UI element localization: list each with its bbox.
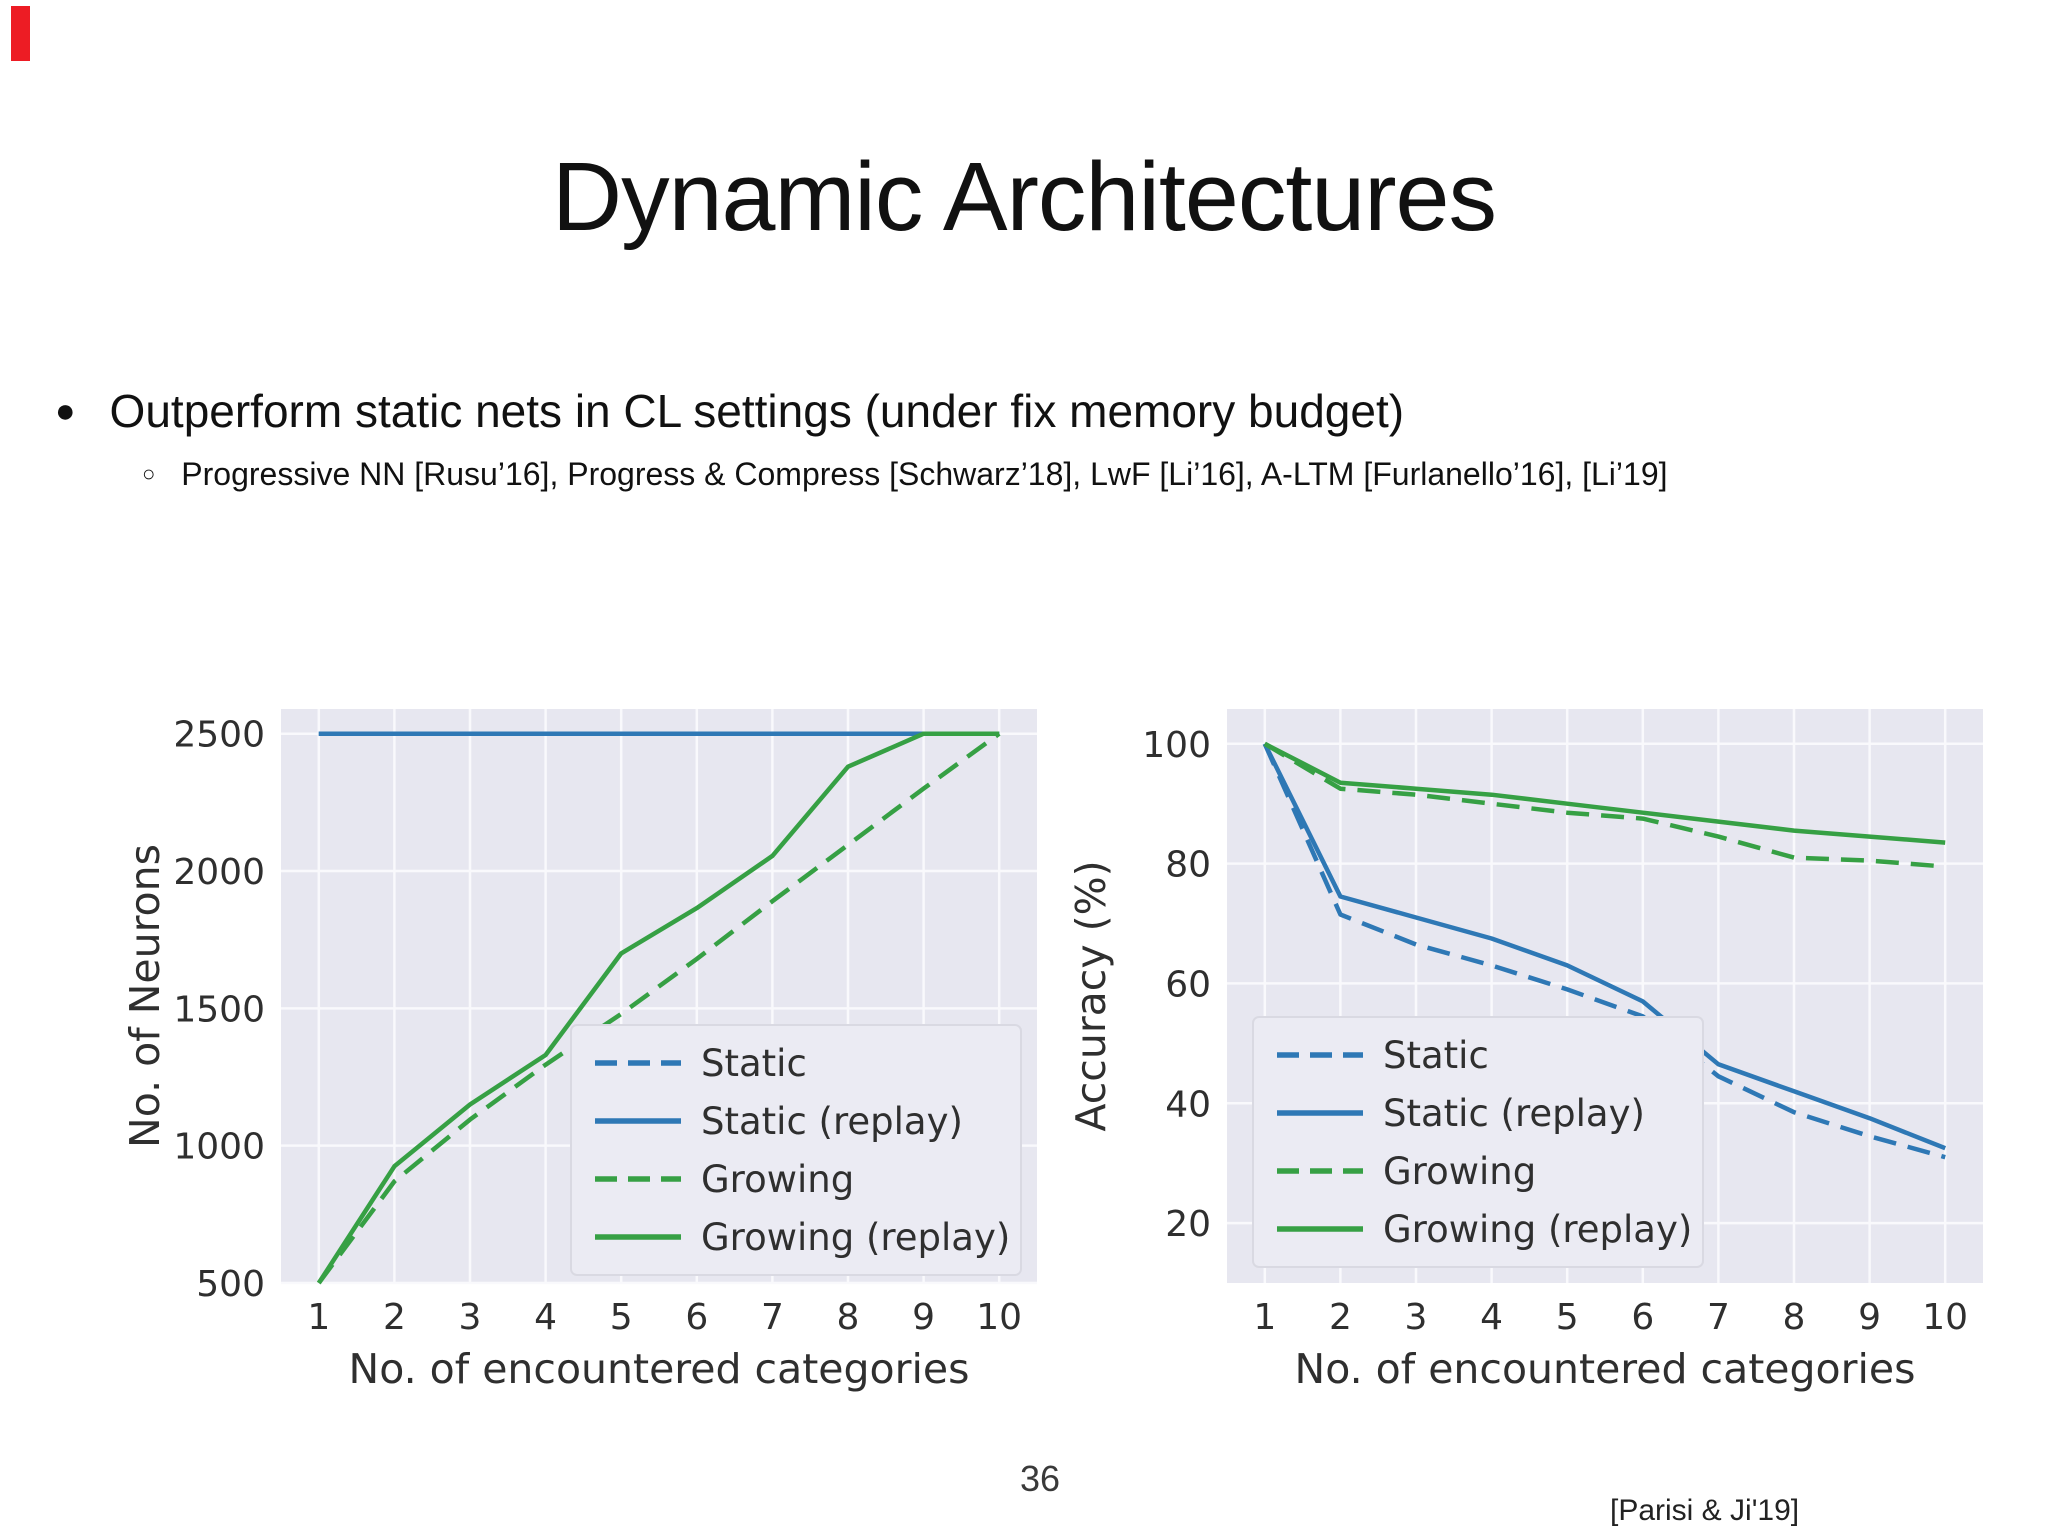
- svg-text:100: 100: [1142, 725, 1211, 766]
- svg-text:60: 60: [1165, 964, 1211, 1005]
- bullet-item: ● Outperform static nets in CL settings …: [55, 382, 1995, 440]
- svg-text:9: 9: [912, 1297, 935, 1338]
- svg-text:Static: Static: [1383, 1034, 1489, 1077]
- svg-text:5: 5: [1556, 1297, 1579, 1338]
- svg-text:6: 6: [685, 1297, 708, 1338]
- svg-text:2500: 2500: [173, 715, 265, 756]
- bullet-text: Outperform static nets in CL settings (u…: [109, 385, 1405, 437]
- svg-text:No. of encountered categories: No. of encountered categories: [1295, 1345, 1916, 1393]
- sub-bullet-text: Progressive NN [Rusu’16], Progress & Com…: [181, 456, 1668, 492]
- svg-text:No. of Neurons: No. of Neurons: [123, 844, 169, 1148]
- sub-bullet-item: ○ Progressive NN [Rusu’16], Progress & C…: [142, 452, 2042, 496]
- svg-text:3: 3: [459, 1297, 482, 1338]
- svg-text:Static: Static: [701, 1042, 807, 1085]
- svg-text:Static (replay): Static (replay): [1383, 1092, 1645, 1135]
- svg-text:500: 500: [196, 1264, 265, 1305]
- bullet-circle-icon: ○: [142, 461, 156, 486]
- svg-text:3: 3: [1405, 1297, 1428, 1338]
- page-number: 36: [1019, 1458, 1061, 1499]
- svg-text:No. of encountered categories: No. of encountered categories: [349, 1345, 970, 1393]
- bullet-disc-icon: ●: [55, 392, 76, 430]
- svg-text:1000: 1000: [173, 1127, 265, 1168]
- svg-text:40: 40: [1165, 1084, 1211, 1125]
- svg-text:1: 1: [1253, 1297, 1276, 1338]
- svg-text:20: 20: [1165, 1204, 1211, 1245]
- svg-text:4: 4: [1480, 1297, 1503, 1338]
- svg-text:6: 6: [1631, 1297, 1654, 1338]
- svg-text:5: 5: [610, 1297, 633, 1338]
- svg-text:2: 2: [1329, 1297, 1352, 1338]
- svg-text:8: 8: [837, 1297, 860, 1338]
- svg-text:Static (replay): Static (replay): [701, 1100, 963, 1143]
- svg-text:2: 2: [383, 1297, 406, 1338]
- svg-text:4: 4: [534, 1297, 557, 1338]
- slide-title: Dynamic Architectures: [552, 141, 1497, 251]
- svg-text:Accuracy (%): Accuracy (%): [1069, 860, 1115, 1131]
- svg-text:Growing: Growing: [701, 1158, 854, 1201]
- svg-text:7: 7: [1707, 1297, 1730, 1338]
- accuracy-chart: 20 40 60 80 100 1 2 3 4 5 6 7 8 9 10 No. of encountered…: [1069, 693, 2029, 1413]
- svg-text:10: 10: [976, 1297, 1022, 1338]
- svg-text:Growing (replay): Growing (replay): [1383, 1208, 1692, 1251]
- recording-indicator: [11, 6, 30, 61]
- svg-text:1: 1: [307, 1297, 330, 1338]
- svg-text:Growing: Growing: [1383, 1150, 1536, 1193]
- svg-text:9: 9: [1858, 1297, 1881, 1338]
- svg-text:1500: 1500: [173, 989, 265, 1030]
- svg-text:Growing (replay): Growing (replay): [701, 1216, 1010, 1259]
- citation: [Parisi & Ji'19]: [1610, 1494, 1800, 1527]
- svg-text:8: 8: [1783, 1297, 1806, 1338]
- svg-text:7: 7: [761, 1297, 784, 1338]
- neurons-chart: 500 1000 1500 2000 2500 1 2 3 4 5 6 7 8 9 10 No. of enc…: [123, 693, 1083, 1413]
- svg-text:10: 10: [1922, 1297, 1968, 1338]
- svg-text:80: 80: [1165, 845, 1211, 886]
- svg-text:2000: 2000: [173, 852, 265, 893]
